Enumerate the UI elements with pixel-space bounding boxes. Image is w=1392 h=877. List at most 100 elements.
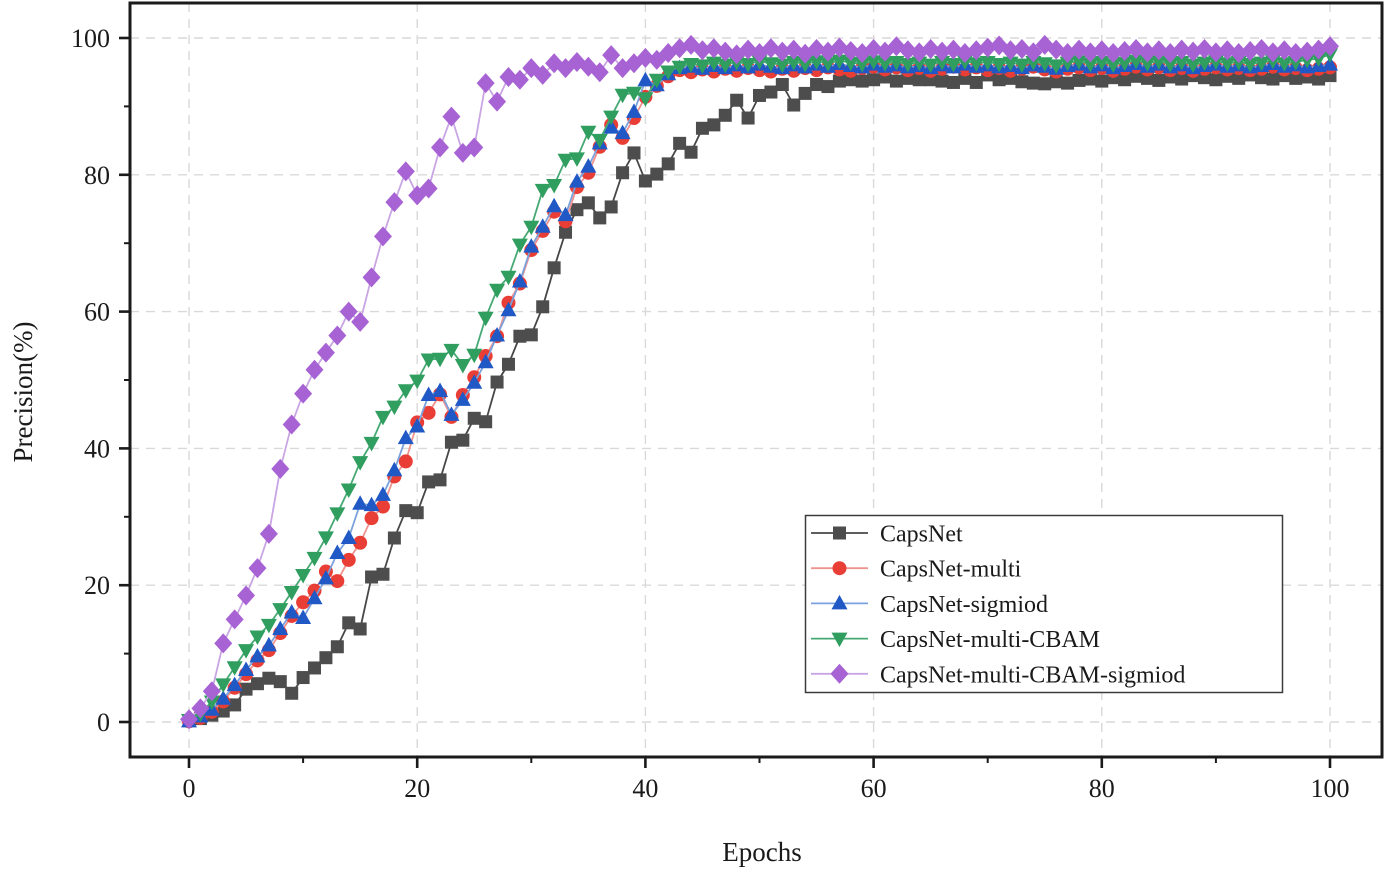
legend-box — [804, 514, 1284, 694]
circle-marker — [398, 454, 413, 469]
diamond-marker — [465, 137, 484, 158]
diamond-marker — [1115, 40, 1134, 61]
triangle-down-marker — [922, 58, 939, 74]
square-marker — [1015, 75, 1029, 89]
y-tick-label: 40 — [84, 434, 110, 463]
square-marker — [285, 686, 299, 700]
diamond-marker — [191, 698, 210, 719]
triangle-up-marker — [306, 589, 323, 605]
triangle-down-marker — [249, 630, 266, 645]
square-marker — [1072, 73, 1086, 87]
x-tick-label: 100 — [1311, 774, 1350, 803]
triangle-down-marker — [1207, 55, 1224, 70]
triangle-up-marker — [432, 382, 449, 397]
diamond-marker — [259, 523, 278, 544]
x-tick-label: 20 — [404, 774, 430, 803]
square-marker — [308, 661, 322, 675]
square-marker — [867, 73, 881, 87]
square-marker — [912, 73, 926, 87]
square-marker — [810, 78, 824, 92]
square-marker — [992, 73, 1006, 87]
square-marker — [821, 80, 835, 94]
triangle-down-marker — [1219, 57, 1236, 72]
triangle-down-marker — [1162, 57, 1179, 73]
triangle-up-marker — [614, 124, 631, 140]
triangle-down-marker — [614, 88, 631, 104]
triangle-up-marker — [568, 173, 585, 188]
square-marker — [627, 146, 641, 160]
y-tick-label: 0 — [97, 708, 110, 737]
triangle-down-marker — [500, 270, 517, 286]
square-marker — [547, 261, 561, 275]
triangle-up-marker — [374, 486, 391, 501]
triangle-down-marker — [420, 353, 437, 368]
legend-label: CapsNet-sigmiod — [880, 592, 1048, 618]
triangle-up-marker — [443, 406, 460, 421]
triangle-up-marker — [317, 569, 334, 585]
triangle-down-marker — [945, 57, 962, 73]
square-marker — [593, 211, 607, 225]
x-tick-label: 40 — [632, 774, 658, 803]
diamond-marker — [1206, 42, 1225, 63]
triangle-down-marker — [534, 183, 551, 199]
square-marker — [684, 145, 698, 159]
triangle-down-marker — [683, 57, 700, 73]
triangle-down-marker — [865, 55, 882, 70]
triangle-down-marker — [1036, 57, 1053, 72]
square-marker — [1061, 76, 1075, 90]
triangle-down-marker — [831, 632, 848, 648]
diamond-marker — [978, 37, 997, 58]
diamond-marker — [305, 359, 324, 380]
diamond-marker — [1172, 39, 1191, 60]
diamond-marker — [351, 311, 370, 332]
triangle-up-marker — [1322, 56, 1338, 71]
triangle-down-marker — [1276, 57, 1293, 72]
triangle-down-marker — [717, 58, 734, 74]
triangle-up-marker — [283, 604, 300, 619]
square-marker — [661, 157, 675, 171]
triangle-down-marker — [854, 57, 871, 73]
diamond-marker — [602, 45, 621, 66]
triangle-down-marker — [580, 125, 597, 141]
triangle-down-marker — [477, 311, 494, 327]
square-marker — [410, 506, 424, 520]
square-marker — [216, 704, 230, 718]
x-tick-label: 80 — [1089, 774, 1115, 803]
triangle-down-marker — [603, 110, 620, 126]
square-marker — [250, 677, 264, 691]
diamond-marker — [396, 161, 415, 182]
legend-item-capsnet-multi: CapsNet-multi — [811, 557, 1022, 583]
circle-marker — [364, 511, 379, 526]
square-marker — [1049, 75, 1063, 89]
diamond-marker — [476, 73, 495, 94]
diamond-marker — [830, 663, 849, 684]
triangle-up-marker — [260, 636, 277, 652]
square-marker — [1118, 73, 1132, 87]
circle-marker — [421, 405, 436, 420]
diamond-marker — [225, 609, 244, 630]
square-marker — [764, 85, 778, 99]
triangle-down-marker — [1139, 57, 1156, 72]
triangle-up-marker — [226, 676, 243, 692]
diamond-marker — [488, 91, 507, 112]
square-marker — [1266, 72, 1280, 86]
square-marker — [787, 98, 801, 112]
square-marker — [946, 75, 960, 89]
circle-marker — [832, 561, 847, 576]
square-marker — [490, 375, 504, 389]
legend-item-capsnet-sigmiod: CapsNet-sigmiod — [811, 592, 1048, 618]
diamond-marker — [841, 40, 860, 61]
triangle-up-marker — [546, 197, 563, 213]
square-marker — [833, 526, 846, 540]
square-marker — [695, 121, 709, 135]
axis-ticks — [119, 36, 1332, 768]
legend: CapsNet CapsNet-multi CapsNet-sigmiod CapsN… — [804, 514, 1284, 694]
triangle-down-marker — [694, 59, 711, 74]
triangle-down-marker — [831, 54, 848, 70]
triangle-down-marker — [660, 65, 677, 81]
triangle-down-marker — [819, 57, 836, 72]
triangle-up-marker — [625, 103, 642, 118]
diamond-marker — [180, 709, 198, 730]
diamond-marker — [339, 301, 358, 322]
triangle-down-marker — [1059, 56, 1076, 72]
